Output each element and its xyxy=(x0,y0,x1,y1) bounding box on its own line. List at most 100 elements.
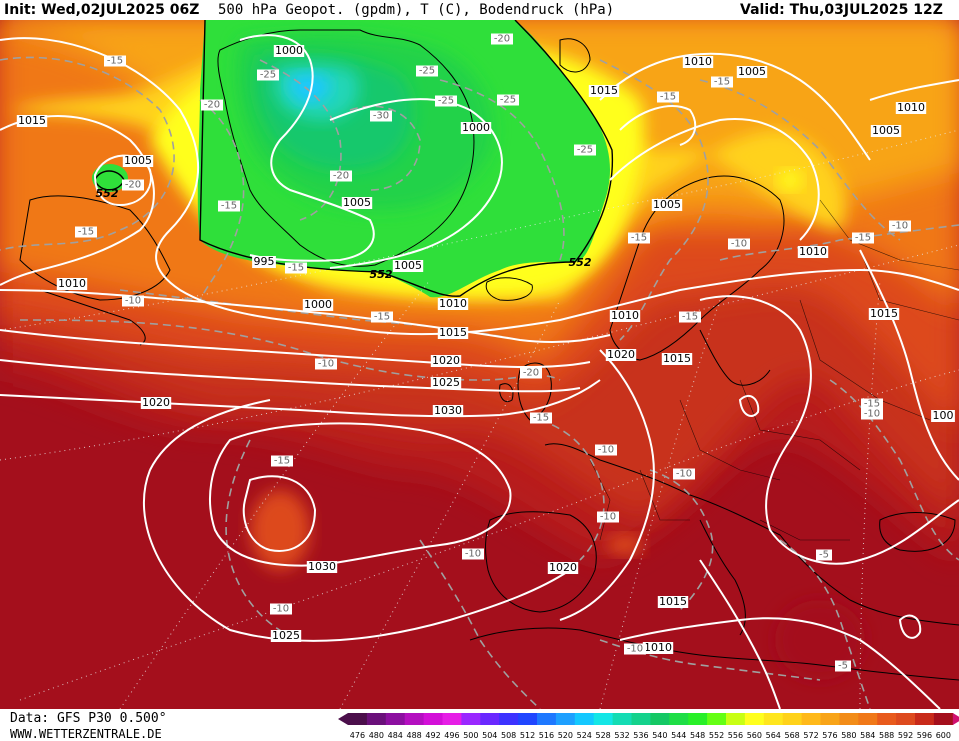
scale-label: 544 xyxy=(671,731,686,740)
isotherm-label: -15 xyxy=(218,200,240,212)
isobar-label: 1010 xyxy=(56,277,88,290)
scale-label: 564 xyxy=(766,731,781,740)
geopotential-label: 552 xyxy=(569,256,592,269)
scale-label: 492 xyxy=(425,731,440,740)
isotherm-label-text: -10 xyxy=(892,221,908,232)
isobar-label-text: 1015 xyxy=(663,352,691,365)
isobar-label-text: 1005 xyxy=(394,259,422,272)
isotherm-label-text: -15 xyxy=(864,399,880,410)
isotherm-label-text: -5 xyxy=(838,661,848,672)
isotherm-label: -10 xyxy=(270,603,292,615)
scale-label: 536 xyxy=(633,731,648,740)
iberia-coast xyxy=(485,511,597,613)
isotherm-label: -10 xyxy=(624,643,646,655)
geopotential-labels: 552 552 552 xyxy=(96,187,592,281)
greenland-coast xyxy=(217,29,475,267)
isobar-label: 1010 xyxy=(682,55,714,68)
scale-swatch xyxy=(763,713,784,725)
isobar-label: 1015 xyxy=(661,352,693,365)
baltic-coast xyxy=(699,329,771,386)
isobar-label-text: 995 xyxy=(254,255,275,268)
map-header: Init: Wed,02JUL2025 06Z 500 hPa Geopot. … xyxy=(0,0,959,20)
isobar-label-text: 1010 xyxy=(439,297,467,310)
scale-swatch xyxy=(839,713,859,725)
isotherm-label: -15 xyxy=(628,232,650,244)
color-scale-bar xyxy=(338,713,959,725)
isotherm-label: -30 xyxy=(370,110,392,122)
isotherm-label-text: -10 xyxy=(627,644,643,655)
isotherm-label-text: -15 xyxy=(533,413,549,424)
isotherm-label: -15 xyxy=(711,76,733,88)
isotherm-label-text: -30 xyxy=(373,111,389,122)
scale-swatch xyxy=(537,713,557,725)
isobar-label: 1015 xyxy=(868,307,900,320)
isotherm-label: -10 xyxy=(462,548,484,560)
isobar-label-text: 1010 xyxy=(644,641,672,654)
scale-swatch xyxy=(669,713,689,725)
isobar-label-text: 1010 xyxy=(611,309,639,322)
scale-swatch xyxy=(782,713,803,725)
isobar-label-text: 1015 xyxy=(18,114,46,127)
scale-label: 560 xyxy=(747,731,762,740)
isobar-label: 1015 xyxy=(16,114,48,127)
scale-label: 484 xyxy=(388,731,403,740)
isobar-label: 100 xyxy=(931,409,955,422)
isotherm-label-text: -15 xyxy=(78,227,94,238)
scale-swatch xyxy=(404,713,425,725)
iceland-coast xyxy=(485,277,533,301)
scale-swatch xyxy=(933,713,954,725)
isotherm-label-text: -10 xyxy=(598,445,614,456)
lat-lon-grid xyxy=(0,129,959,709)
isobar-label-text: 1015 xyxy=(870,307,898,320)
scale-label: 552 xyxy=(709,731,724,740)
scale-swatch xyxy=(858,713,878,725)
isobar-labels: 1000 1005 1015 1010 995 1000 1005 1005 1000 1010 1… xyxy=(16,44,955,654)
scale-label: 516 xyxy=(539,731,554,740)
scale-label: 572 xyxy=(803,731,818,740)
isotherm-label: -10 xyxy=(595,444,617,456)
isobar-label: 1005 xyxy=(651,198,683,211)
scale-label: 528 xyxy=(596,731,611,740)
isobar-label: 1010 xyxy=(797,245,829,258)
isotherm-label-text: -20 xyxy=(204,100,220,111)
scale-label: 532 xyxy=(614,731,629,740)
isobar-label: 1005 xyxy=(122,154,154,167)
isobar-label: 1025 xyxy=(270,629,302,642)
isobar-label-text: 1015 xyxy=(659,595,687,608)
isobar-label: 1015 xyxy=(588,84,620,97)
isotherm-label-text: -10 xyxy=(676,469,692,480)
scale-swatch xyxy=(518,713,538,725)
isobar-label: 1030 xyxy=(306,560,338,573)
isobar-label-text: 1000 xyxy=(304,298,332,311)
isobar-label-text: 1030 xyxy=(308,560,336,573)
coastlines xyxy=(19,29,959,681)
isotherm-label-text: -15 xyxy=(714,77,730,88)
isotherm-label-text: -5 xyxy=(819,550,829,561)
isobar-label: 1010 xyxy=(895,101,927,114)
isobar-label: 1005 xyxy=(870,124,902,137)
isobar-label: 1020 xyxy=(430,354,462,367)
isotherm-label: -10 xyxy=(889,220,911,232)
isotherm-label-text: -25 xyxy=(438,96,454,107)
isobar-label-text: 1015 xyxy=(439,326,467,339)
scale-swatch xyxy=(612,713,632,725)
scale-swatch xyxy=(348,713,368,725)
scale-swatch xyxy=(896,713,916,725)
isotherm-label: -5 xyxy=(835,660,851,672)
geopotential-label: 552 xyxy=(370,268,393,281)
isobar-label: 1000 xyxy=(302,298,334,311)
isotherm-label: -25 xyxy=(435,95,457,107)
isotherm-label: -20 xyxy=(122,179,144,191)
isobar-label-text: 1010 xyxy=(684,55,712,68)
isotherm-label: -15 xyxy=(271,455,293,467)
isobar-label-text: 1025 xyxy=(432,376,460,389)
isotherm-label-text: -20 xyxy=(523,368,539,379)
isobar-label: 1020 xyxy=(605,348,637,361)
isotherm-label-text: -15 xyxy=(274,456,290,467)
isobar-label-text: 1000 xyxy=(275,44,303,57)
scale-label: 480 xyxy=(369,731,384,740)
isotherm-labels: -15-20-25-30-20-15-15-20-15-10-20-25-25-… xyxy=(75,33,911,672)
scale-label: 540 xyxy=(652,731,667,740)
isobar-label-text: 1020 xyxy=(432,354,460,367)
svalbard-coast xyxy=(559,38,591,73)
